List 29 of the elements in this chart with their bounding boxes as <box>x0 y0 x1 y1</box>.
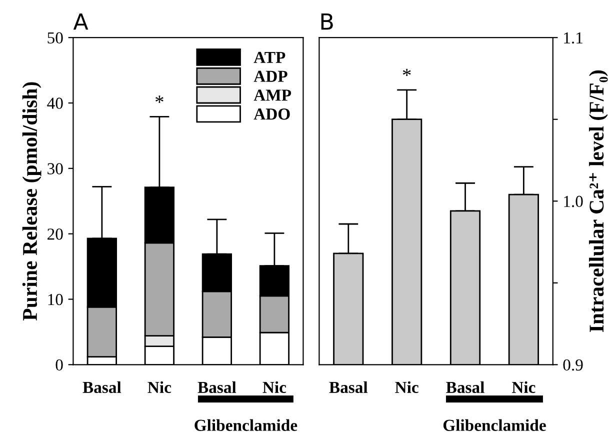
legend-label: ADO <box>254 108 290 120</box>
y-tick-label: 0.9 <box>563 359 583 371</box>
annotation: * <box>156 96 164 103</box>
x-tick-label: Nic <box>395 381 418 394</box>
x-tick-label: Basal <box>82 381 122 394</box>
y-tick-label: 50 <box>48 32 63 44</box>
legend-label: ADP <box>254 70 288 82</box>
y-tick-label: 0 <box>56 359 63 371</box>
x-tick-label: Nic <box>148 381 172 394</box>
x-tick-label: Basal <box>446 381 484 394</box>
annotation: * <box>402 68 411 76</box>
y-tick-label: 20 <box>48 228 63 240</box>
y-tick-label: 1.0 <box>564 196 583 208</box>
chart-title: B <box>321 13 333 30</box>
x-tick-label: Basal <box>329 381 368 394</box>
y-tick-label: 40 <box>47 98 63 109</box>
y-tick-label: 1.1 <box>564 32 582 44</box>
chart-title: A <box>73 13 88 30</box>
text: Glibenclamide <box>443 419 546 431</box>
text: Glibenclamide <box>194 419 298 431</box>
legend-label: AMP <box>254 90 292 101</box>
x-tick-label: Basal <box>198 381 236 394</box>
x-tick-label: Nic <box>262 381 286 394</box>
y-tick-label: 30 <box>48 163 63 174</box>
legend-label: ATP <box>254 52 286 63</box>
x-tick-label: Nic <box>512 381 536 394</box>
y-tick-label: 10 <box>48 294 63 306</box>
y-axis-title: Intracellular Ca²⁺ level (F/F₀) <box>588 70 608 332</box>
y-axis-title: Purine Release (pmol/dish) <box>22 82 42 321</box>
